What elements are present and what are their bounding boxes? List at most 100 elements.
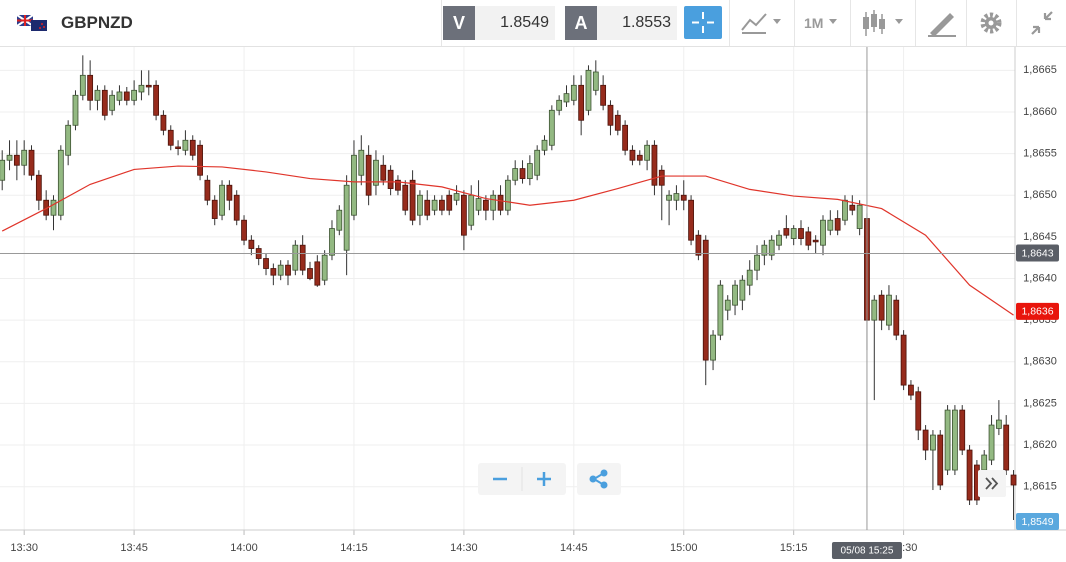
draw-button[interactable] [922, 0, 962, 46]
candle-body [87, 74, 94, 101]
candle-body [101, 89, 108, 116]
crosshair-button[interactable] [684, 6, 722, 39]
flag [17, 14, 47, 31]
candle-body [431, 199, 438, 211]
candle-body [658, 169, 665, 186]
candle-body [189, 139, 196, 156]
candle-body [666, 194, 672, 201]
candle-body [768, 239, 775, 256]
candle-body [497, 194, 504, 211]
candle-body [13, 154, 20, 166]
candle-body [21, 149, 28, 166]
candle-body [211, 199, 218, 219]
candle-button[interactable] [858, 0, 908, 46]
candle-body [578, 84, 585, 121]
candle-body [592, 71, 599, 91]
candle-body [482, 199, 489, 211]
candle-body [732, 284, 738, 306]
y-tick-label: 1,8660 [1023, 106, 1057, 118]
candle-body [724, 299, 731, 311]
x-tick-label: 15:00 [670, 542, 698, 554]
scroll-right-button[interactable] [978, 470, 1006, 497]
candle-body [629, 149, 636, 161]
chart-type-button[interactable] [738, 0, 788, 46]
y-tick-label: 1,8655 [1023, 147, 1057, 159]
candle-body [219, 184, 225, 216]
candle-body [783, 228, 790, 236]
candle-body [570, 84, 577, 101]
candle-body [285, 264, 291, 276]
y-tick-label: 1,8640 [1023, 272, 1057, 284]
candle-body [556, 99, 563, 111]
candle-body [109, 94, 116, 111]
candle-body [842, 199, 848, 221]
candle-body [475, 198, 482, 211]
candle-body [182, 139, 189, 151]
sell-price[interactable]: 1.8549 [475, 6, 555, 40]
buy-price[interactable]: 1.8553 [597, 6, 677, 40]
candle-body [710, 334, 716, 361]
candle-body [1003, 424, 1010, 471]
candle-body [541, 139, 548, 151]
candle-body [329, 228, 335, 256]
candle-body [856, 204, 863, 229]
candle-body [248, 239, 255, 249]
y-tick-label: 1,8620 [1023, 439, 1057, 451]
candle-body [197, 144, 203, 176]
candle-body [754, 254, 760, 271]
candle-body [776, 234, 782, 246]
candle-body [314, 261, 321, 286]
y-tick-label: 1,8650 [1023, 189, 1057, 201]
y-tick-label: 1,8630 [1023, 356, 1057, 368]
buy-label[interactable]: A [565, 6, 597, 40]
candle-body [893, 299, 900, 336]
candle-body [365, 154, 372, 196]
timeframe-arrow [829, 19, 837, 24]
candle-body [944, 409, 951, 471]
candle-body [644, 144, 650, 161]
candle-body [307, 268, 313, 279]
candle-body [446, 194, 453, 211]
candle-body [233, 194, 240, 221]
zoom-in[interactable] [537, 472, 551, 486]
candle-body [490, 194, 497, 211]
candle-body [1010, 474, 1017, 486]
sell-label[interactable]: V [443, 6, 475, 40]
candle-body [72, 94, 79, 126]
candle-body [138, 84, 145, 93]
x-tick-label: 14:45 [560, 542, 588, 554]
candle-body [116, 91, 123, 101]
candle-body [439, 199, 445, 211]
candle-body [981, 454, 988, 471]
candle-body [28, 149, 35, 176]
share-button[interactable] [577, 463, 621, 495]
candle-body [820, 219, 826, 246]
zoom-controls [478, 463, 566, 495]
candle-body [922, 429, 929, 451]
candle-body [878, 294, 885, 321]
crosshair-x-label: 05/08 15:25 [841, 546, 894, 557]
candle-body [50, 199, 57, 216]
candle-body [952, 409, 958, 471]
candle-body [79, 74, 86, 96]
candle-body [175, 146, 181, 149]
candle-body [387, 169, 394, 189]
settings-button[interactable] [971, 0, 1011, 46]
crosshair-y-box [1016, 244, 1059, 262]
candle-body [519, 168, 526, 179]
candle-body [270, 268, 277, 276]
candle-body [373, 159, 379, 186]
candle-body [988, 424, 995, 461]
y-tick-label: 1,8645 [1023, 231, 1057, 243]
candle-body [746, 269, 753, 286]
candle-body [402, 184, 409, 211]
candle-body [461, 194, 467, 236]
candle-body [65, 124, 72, 156]
x-tick-label: 13:30 [10, 542, 38, 554]
collapse-button[interactable] [1022, 0, 1062, 46]
timeframe[interactable]: 1M [804, 15, 824, 31]
candle-body [717, 284, 724, 336]
candle-body [504, 179, 511, 211]
